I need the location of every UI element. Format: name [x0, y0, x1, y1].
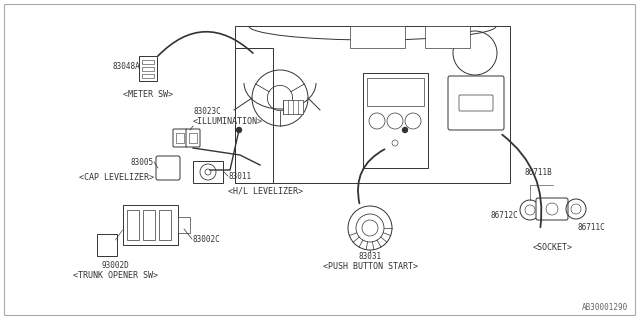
- FancyBboxPatch shape: [459, 95, 493, 111]
- Text: <PUSH BUTTON START>: <PUSH BUTTON START>: [323, 262, 417, 271]
- Text: 86711C: 86711C: [578, 222, 605, 231]
- Text: <CAP LEVELIZER>: <CAP LEVELIZER>: [79, 173, 154, 182]
- Bar: [283, 100, 303, 114]
- Bar: [350, 26, 405, 48]
- Text: 93002D: 93002D: [102, 261, 129, 270]
- Text: <TRUNK OPENER SW>: <TRUNK OPENER SW>: [73, 271, 158, 280]
- FancyBboxPatch shape: [122, 205, 177, 245]
- Circle shape: [403, 127, 408, 132]
- FancyBboxPatch shape: [176, 133, 184, 143]
- Bar: [127, 210, 138, 240]
- FancyBboxPatch shape: [186, 129, 200, 147]
- Bar: [142, 74, 154, 77]
- Bar: [142, 60, 154, 63]
- FancyBboxPatch shape: [235, 48, 273, 183]
- FancyBboxPatch shape: [536, 198, 568, 220]
- Bar: [159, 210, 170, 240]
- Text: 86712C: 86712C: [490, 211, 518, 220]
- Bar: [142, 67, 154, 70]
- Text: <ILLUMINATION>: <ILLUMINATION>: [193, 117, 263, 126]
- Bar: [367, 78, 424, 106]
- Bar: [425, 26, 470, 48]
- Text: 83005: 83005: [131, 157, 154, 166]
- FancyBboxPatch shape: [448, 76, 504, 130]
- FancyBboxPatch shape: [156, 156, 180, 180]
- Text: <SOCKET>: <SOCKET>: [533, 243, 573, 252]
- Text: 83031: 83031: [358, 252, 381, 261]
- FancyBboxPatch shape: [173, 129, 187, 147]
- Text: AB30001290: AB30001290: [582, 303, 628, 312]
- FancyBboxPatch shape: [177, 217, 189, 233]
- FancyBboxPatch shape: [363, 73, 428, 168]
- FancyBboxPatch shape: [189, 133, 197, 143]
- Text: 86711B: 86711B: [524, 168, 552, 177]
- FancyBboxPatch shape: [193, 161, 223, 183]
- Circle shape: [237, 127, 241, 132]
- Text: <H/L LEVELIZER>: <H/L LEVELIZER>: [228, 186, 303, 195]
- Text: 83048A: 83048A: [112, 61, 140, 70]
- Text: 83011: 83011: [228, 172, 251, 180]
- Text: 83002C: 83002C: [192, 235, 220, 244]
- FancyBboxPatch shape: [139, 55, 157, 81]
- Bar: [143, 210, 154, 240]
- FancyBboxPatch shape: [97, 234, 116, 256]
- Text: 83023C: 83023C: [193, 107, 221, 116]
- Text: <METER SW>: <METER SW>: [123, 90, 173, 99]
- FancyBboxPatch shape: [235, 26, 510, 183]
